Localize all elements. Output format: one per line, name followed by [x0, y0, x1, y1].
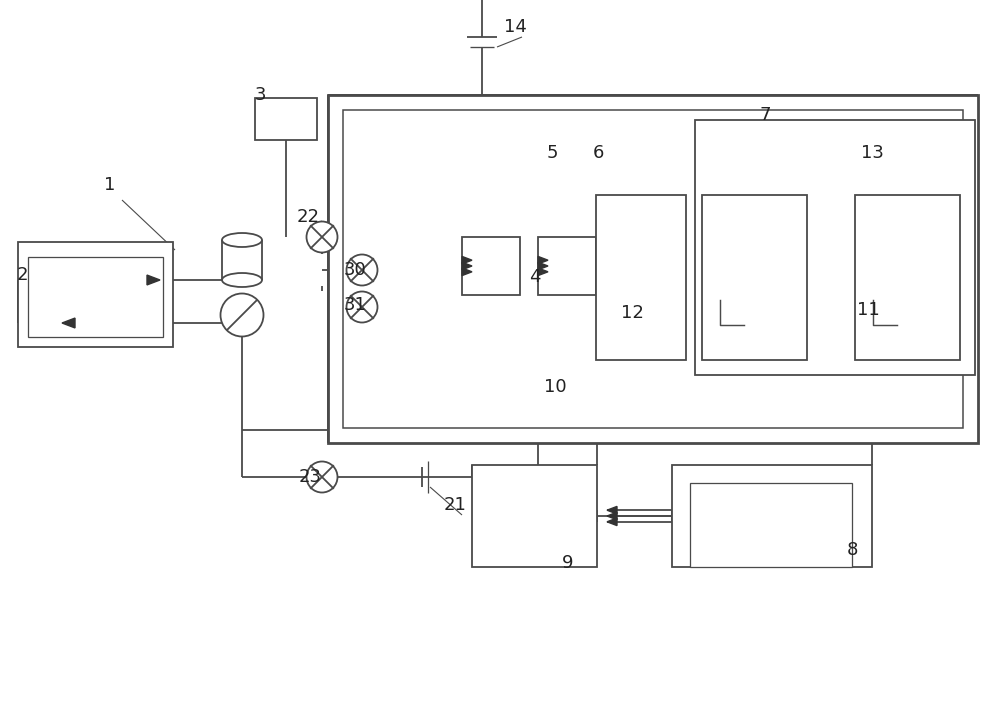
Circle shape — [306, 221, 338, 252]
Ellipse shape — [222, 273, 262, 287]
Bar — [462, 237, 520, 295]
Polygon shape — [462, 268, 472, 276]
Polygon shape — [538, 257, 548, 264]
Bar — [690, 483, 852, 567]
Text: 21: 21 — [444, 496, 466, 514]
Text: 9: 9 — [562, 554, 574, 572]
Text: 3: 3 — [254, 86, 266, 104]
Bar — [855, 195, 960, 360]
Text: 31: 31 — [344, 296, 366, 314]
Polygon shape — [462, 257, 472, 264]
Text: 13: 13 — [861, 144, 883, 162]
Text: 5: 5 — [546, 144, 558, 162]
Ellipse shape — [222, 233, 262, 247]
Bar — [695, 120, 975, 375]
Text: 11: 11 — [857, 301, 879, 319]
Bar — [702, 195, 807, 360]
Polygon shape — [538, 262, 548, 270]
Text: 30: 30 — [344, 261, 366, 279]
Polygon shape — [462, 262, 472, 270]
Bar — [18, 242, 173, 347]
Circle shape — [347, 255, 378, 286]
Polygon shape — [147, 275, 160, 285]
Polygon shape — [538, 268, 548, 276]
Polygon shape — [607, 518, 617, 526]
Text: 7: 7 — [759, 106, 771, 124]
Bar — [472, 465, 597, 567]
Polygon shape — [607, 506, 617, 514]
Circle shape — [306, 462, 338, 493]
Bar — [255, 98, 317, 140]
Bar — [28, 257, 163, 337]
Bar — [672, 465, 872, 567]
Text: 4: 4 — [529, 268, 541, 286]
Circle shape — [347, 291, 378, 322]
Text: 14: 14 — [504, 18, 526, 36]
Polygon shape — [607, 513, 617, 520]
Text: 22: 22 — [296, 208, 320, 226]
Text: 8: 8 — [846, 541, 858, 559]
Bar — [328, 95, 978, 443]
Text: 1: 1 — [104, 176, 116, 194]
Text: 23: 23 — [298, 468, 322, 486]
Text: 12: 12 — [621, 304, 643, 322]
Polygon shape — [62, 318, 75, 328]
Text: 2: 2 — [16, 266, 28, 284]
Text: 6: 6 — [592, 144, 604, 162]
Text: 10: 10 — [544, 378, 566, 396]
Bar — [538, 237, 596, 295]
Bar — [343, 110, 963, 428]
Bar — [596, 195, 686, 360]
Circle shape — [220, 293, 264, 336]
